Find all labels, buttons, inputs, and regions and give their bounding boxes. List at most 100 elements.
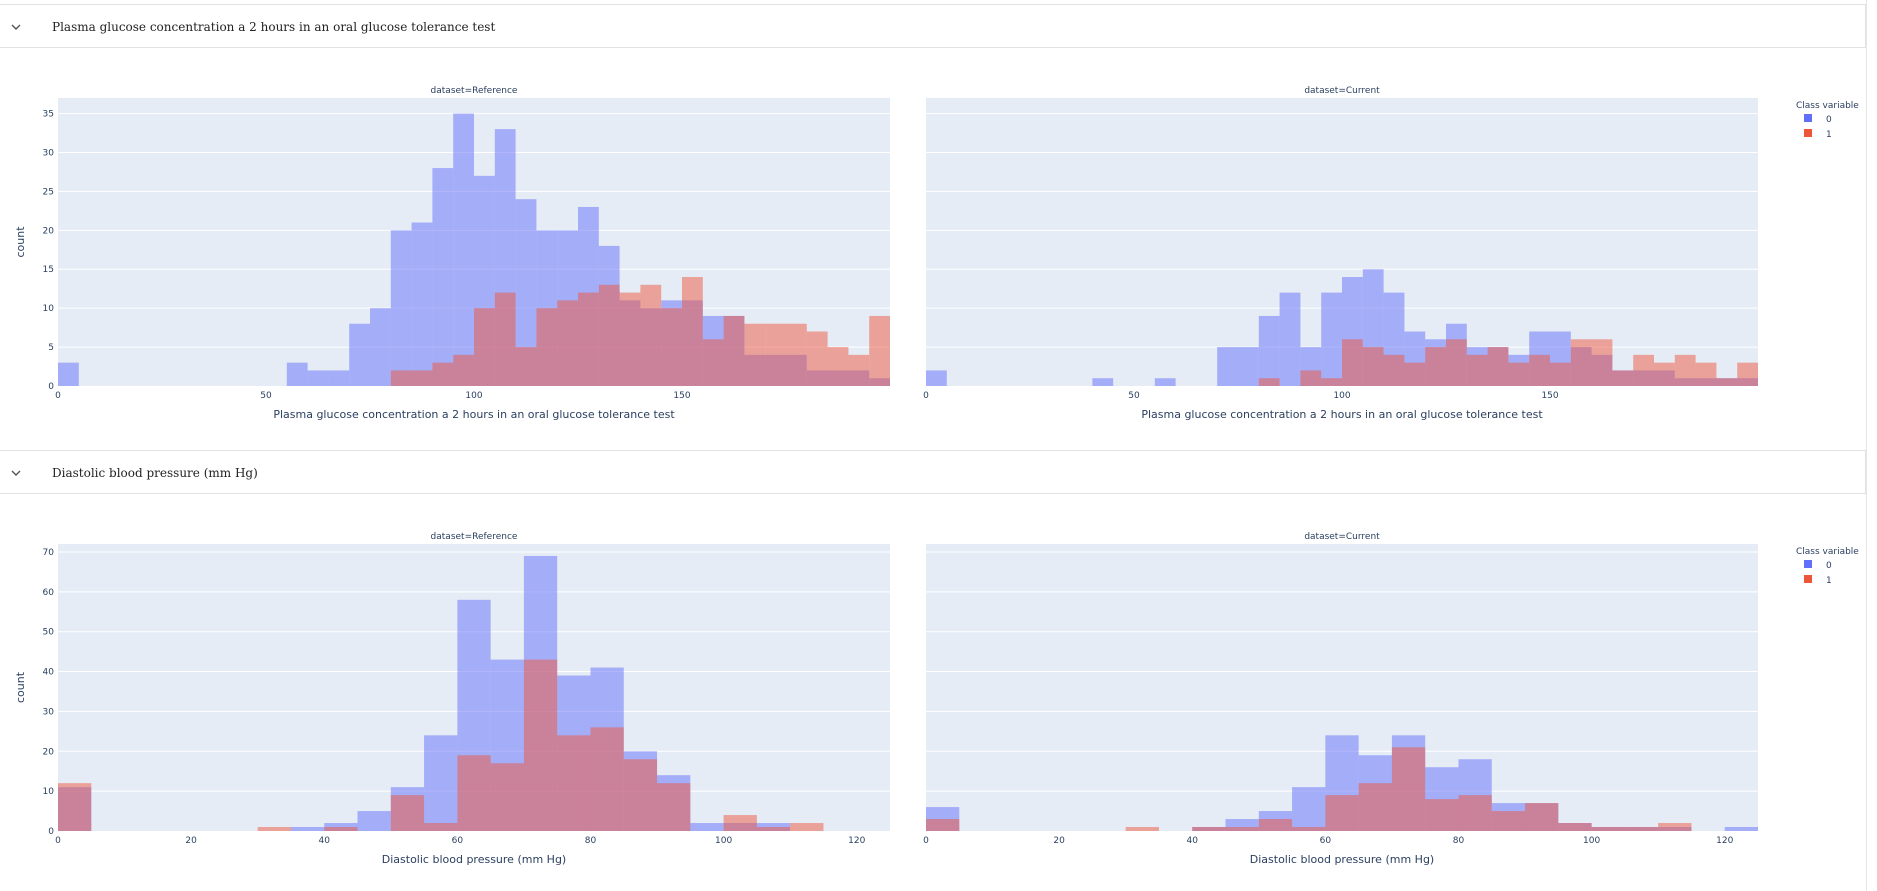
bar-class0 — [307, 370, 329, 386]
bar-class0 — [1724, 827, 1758, 831]
y-tick-label: 0 — [48, 827, 54, 837]
bar-class1 — [1362, 347, 1384, 386]
bar-class1 — [1300, 370, 1322, 386]
bar-class0 — [58, 362, 79, 386]
bar-class1 — [1491, 811, 1526, 831]
bar-class1 — [411, 370, 433, 386]
panel-current: dataset=Current 0 20 40 60 80 100 120 Diastolic … — [923, 532, 1758, 866]
x-axis-label: Plasma glucose concentration a 2 hours i… — [1141, 408, 1543, 421]
bar-class1 — [1258, 819, 1293, 831]
x-tick-label: 150 — [1541, 391, 1558, 401]
scrollbar[interactable] — [1866, 0, 1877, 891]
bar-class1 — [623, 759, 658, 831]
y-tick-label: 5 — [48, 343, 54, 353]
bar-class1 — [1446, 339, 1467, 386]
y-tick-label: 30 — [43, 148, 55, 158]
x-axis-label: Plasma glucose concentration a 2 hours i… — [273, 408, 675, 421]
bar-class1 — [1612, 370, 1634, 386]
x-tick-label: 120 — [1716, 836, 1733, 846]
bar-class1 — [1654, 362, 1675, 386]
bar-class1 — [806, 331, 828, 386]
bar-class0 — [1217, 347, 1238, 386]
x-tick-label: 60 — [452, 836, 464, 846]
panel-title: dataset=Reference — [431, 86, 518, 96]
section-header-glucose[interactable]: Plasma glucose concentration a 2 hours i… — [0, 4, 1866, 48]
chevron-down-icon[interactable] — [8, 465, 24, 481]
bar-class0 — [432, 168, 454, 386]
y-tick-label: 60 — [43, 588, 55, 598]
x-tick-label: 50 — [260, 391, 272, 401]
bar-class1 — [827, 347, 849, 386]
bar-class0 — [1321, 292, 1342, 386]
bar-class1 — [756, 827, 791, 831]
bar-class1 — [1695, 362, 1717, 386]
bar-class1 — [1425, 799, 1459, 831]
bar-class1 — [1658, 823, 1692, 831]
bar-class0 — [1279, 292, 1301, 386]
x-tick-label: 100 — [715, 836, 732, 846]
bar-class1 — [1458, 795, 1492, 831]
bar-class1 — [661, 308, 682, 386]
bar-class0 — [290, 827, 325, 831]
y-tick-label: 30 — [43, 707, 55, 717]
section-header-blood-pressure[interactable]: Diastolic blood pressure (mm Hg) — [0, 450, 1866, 494]
bar-class0 — [424, 735, 458, 831]
bar-class1 — [1125, 827, 1159, 831]
panel-title: dataset=Current — [1304, 86, 1380, 96]
bar-class1 — [1716, 378, 1738, 386]
bar-class1 — [390, 370, 412, 386]
y-tick-label: 35 — [43, 110, 54, 120]
x-tick-label: 120 — [848, 836, 865, 846]
bar-class0 — [1292, 787, 1326, 831]
bar-class1 — [790, 823, 824, 831]
legend: Class variable 0 1 — [1796, 547, 1859, 586]
bar-class1 — [1192, 827, 1226, 831]
x-tick-label: 0 — [55, 391, 61, 401]
x-tick-label: 60 — [1320, 836, 1332, 846]
bar-class1 — [523, 659, 558, 831]
bar-class0 — [349, 323, 370, 386]
legend-swatch-class1 — [1804, 129, 1812, 137]
bar-class1 — [324, 827, 358, 831]
bar-class1 — [536, 308, 558, 386]
bar-class1 — [723, 815, 757, 831]
legend-swatch-class1 — [1804, 575, 1812, 583]
x-tick-label: 100 — [465, 391, 482, 401]
bar-class1 — [257, 827, 291, 831]
bar-class1 — [723, 315, 745, 386]
x-tick-label: 80 — [585, 836, 597, 846]
bar-class0 — [1238, 347, 1259, 386]
legend-label: 0 — [1826, 115, 1832, 125]
section-title[interactable]: Diastolic blood pressure (mm Hg) — [52, 466, 258, 480]
bar-class1 — [1633, 354, 1654, 386]
x-tick-label: 20 — [1053, 836, 1065, 846]
bar-class1 — [1525, 803, 1559, 831]
x-tick-label: 100 — [1583, 836, 1600, 846]
bar-class1 — [515, 347, 537, 386]
y-tick-label: 10 — [43, 304, 55, 314]
chevron-down-icon[interactable] — [8, 19, 24, 35]
bar-class1 — [557, 735, 591, 831]
panel-reference: dataset=Reference 0 10 20 30 40 50 60 70 0 20 40 60 8… — [43, 532, 890, 866]
legend-label: 1 — [1826, 130, 1832, 140]
bar-class1 — [1404, 362, 1426, 386]
bar-class0 — [926, 370, 947, 386]
bar-class1 — [1737, 362, 1758, 386]
bar-class1 — [453, 354, 474, 386]
legend-swatch-class0 — [1804, 560, 1812, 568]
bar-class1 — [1466, 354, 1488, 386]
y-tick-label: 40 — [43, 668, 55, 678]
bar-class1 — [1321, 378, 1342, 386]
section-title[interactable]: Plasma glucose concentration a 2 hours i… — [52, 20, 496, 34]
bar-class1 — [1624, 827, 1659, 831]
y-tick-label: 20 — [43, 747, 55, 757]
legend-swatch-class0 — [1804, 114, 1812, 122]
y-tick-label: 15 — [43, 265, 54, 275]
x-axis-label: Diastolic blood pressure (mm Hg) — [382, 853, 566, 866]
bar-class1 — [390, 795, 425, 831]
bar-class1 — [424, 823, 458, 831]
y-axis-label: count — [14, 671, 27, 703]
x-axis-label: Diastolic blood pressure (mm Hg) — [1250, 853, 1434, 866]
bar-class1 — [1358, 783, 1392, 831]
